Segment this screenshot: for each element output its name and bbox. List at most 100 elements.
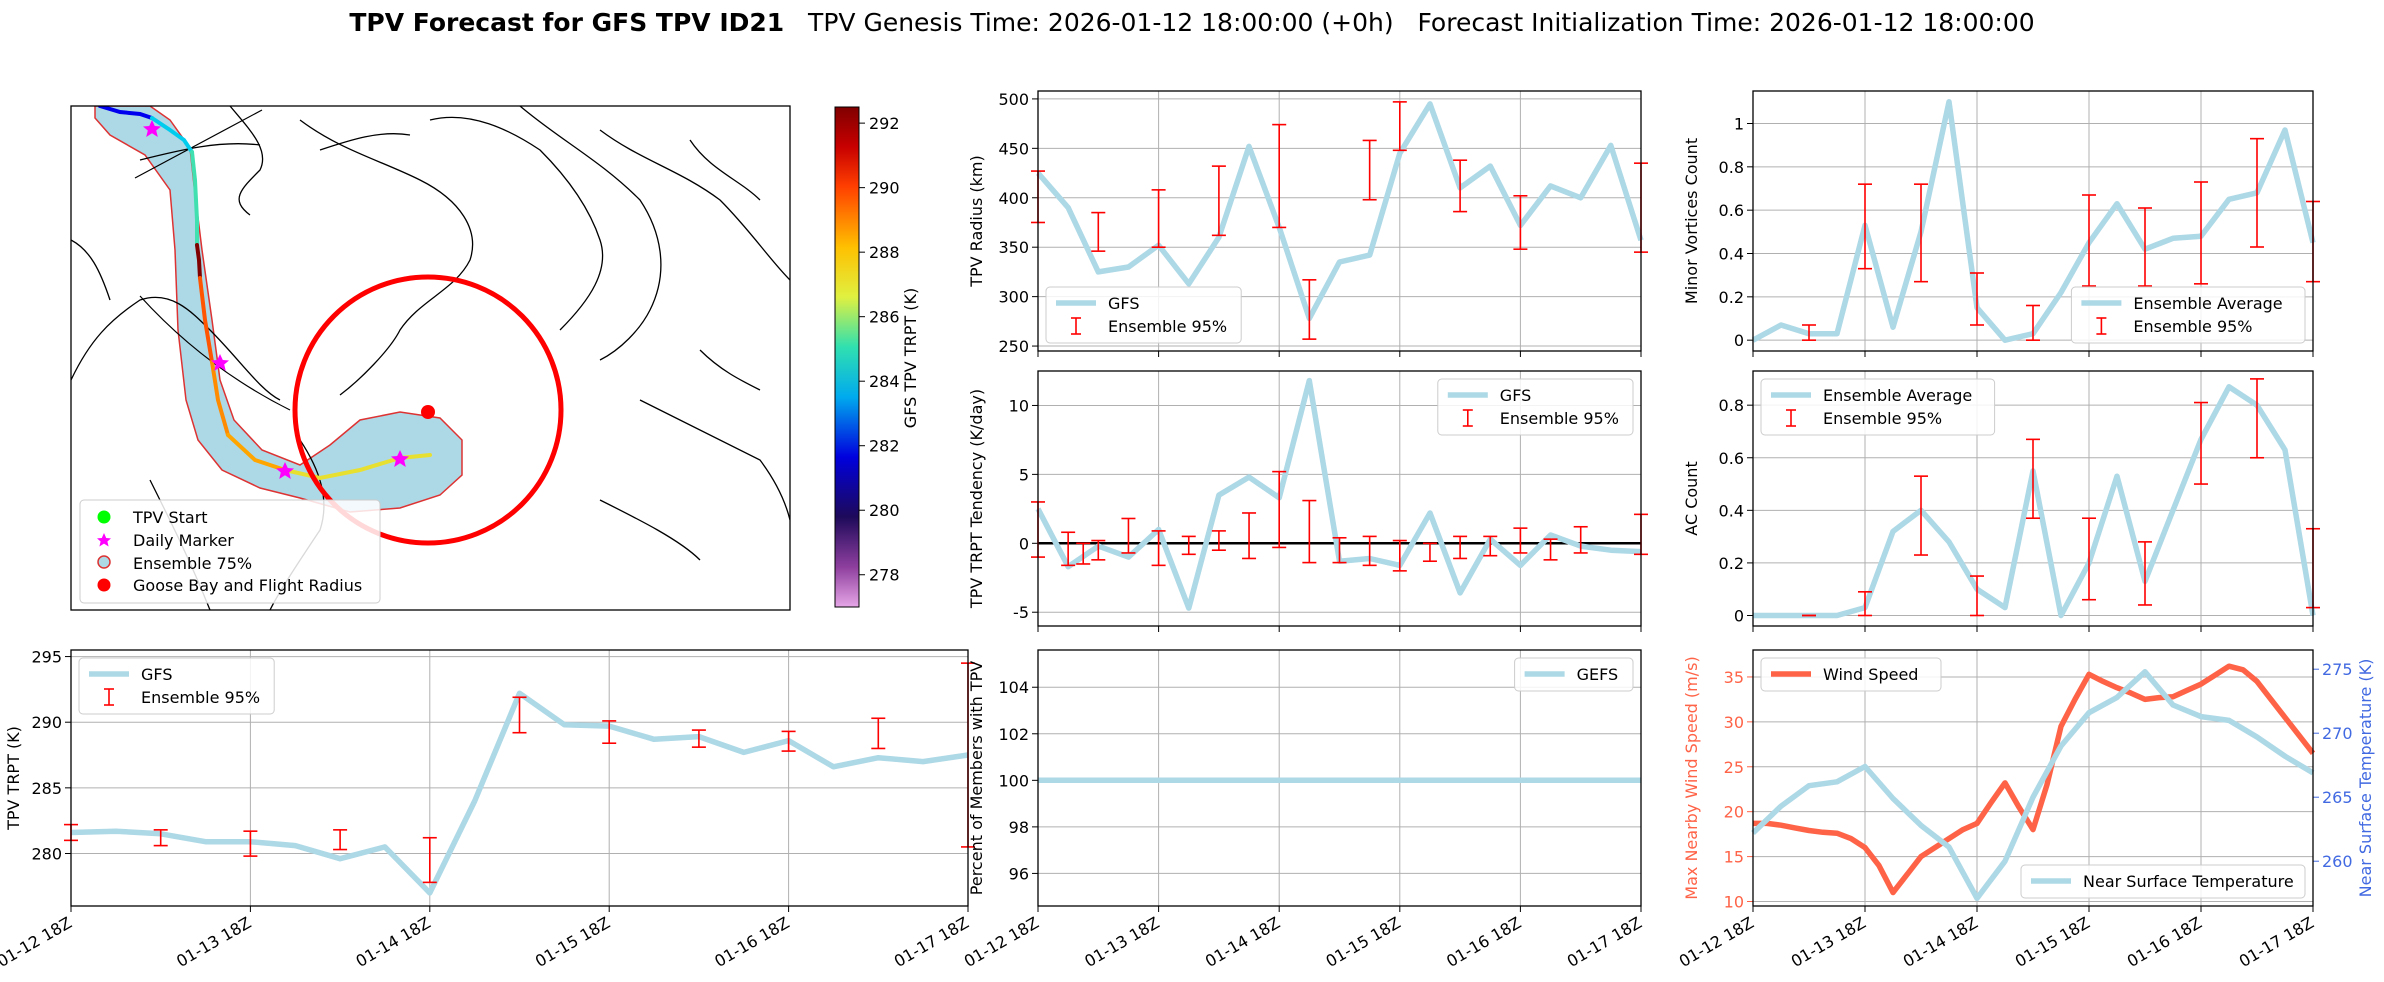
map-content — [71, 106, 790, 610]
map-legend: TPV Start Daily Marker Ensemble 75% Goos… — [79, 499, 381, 604]
daily-marker — [276, 462, 294, 479]
errorbar — [781, 730, 796, 752]
errorbar — [1242, 512, 1257, 560]
errorbar — [1513, 194, 1528, 250]
y-tick-label: 104 — [998, 678, 1029, 697]
y-axis-label: Max Nearby Wind Speed (m/s) — [1682, 656, 1701, 899]
x-tick-label: 01-17 18Z — [891, 913, 972, 971]
series-line-gfs — [70, 690, 969, 896]
errorbar — [512, 696, 527, 734]
legend-label: Ensemble 75% — [133, 554, 252, 573]
y-tick-label: 0.8 — [1719, 396, 1744, 415]
y-axis-label: AC Count — [1682, 461, 1701, 535]
y-axis-label: Minor Vortices Count — [1682, 138, 1701, 304]
y-right-tick-label: 270 — [2322, 724, 2353, 743]
y-tick-label: 15 — [1724, 848, 1744, 867]
errorbar — [2082, 517, 2096, 601]
y-axis-label: TPV TRPT Tendency (K/day) — [967, 389, 986, 609]
x-tick-label: 01-16 18Z — [711, 913, 792, 971]
legend-label: Daily Marker — [133, 531, 234, 550]
errorbar — [1802, 324, 1816, 341]
y-right-tick-label: 260 — [2322, 852, 2353, 871]
errorbar — [1302, 499, 1317, 564]
y-tick-label: 0 — [1734, 331, 1744, 350]
errorbar — [1061, 531, 1076, 567]
legend: GFS Ensemble 95% — [78, 657, 275, 715]
series-line-near-surface-temperature — [1751, 669, 2315, 902]
colorbar-tick-label: 286 — [869, 308, 900, 327]
colorbar-tick-label: 292 — [869, 114, 900, 133]
errorbar — [1453, 159, 1468, 213]
y-tick-label: 5 — [1019, 465, 1029, 484]
y-tick-label: 250 — [998, 337, 1029, 356]
x-tick-label: 01-12 18Z — [0, 913, 75, 971]
x-tick-label: 01-15 18Z — [1323, 913, 1404, 971]
y-axis-label: TPV TRPT (K) — [4, 726, 23, 831]
daily-markers — [143, 120, 409, 479]
colorbar-gradient — [834, 106, 860, 608]
chart-minor: 0 0.2 0.4 0.6 0.8 1 Minor Vortices Count Ensemb… — [1682, 90, 2320, 357]
x-tick-label: 01-16 18Z — [1443, 913, 1524, 971]
x-tick-label: 01-15 18Z — [2012, 913, 2093, 971]
plot-frame — [1752, 370, 2314, 627]
errorbar — [2026, 438, 2040, 520]
colorbar-tick-label: 280 — [869, 501, 900, 520]
errorbar — [1181, 535, 1196, 556]
errorbar — [1272, 470, 1287, 549]
x-tick-label: 01-16 18Z — [2124, 913, 2205, 971]
y-right-tick-label: 275 — [2322, 660, 2353, 679]
title-init: Forecast Initialization Time: 2026-01-12… — [1417, 8, 2035, 37]
colorbar-tick-label: 288 — [869, 243, 900, 262]
errorbar — [1858, 591, 1872, 617]
legend-box — [1760, 378, 1996, 436]
errorbar — [1573, 525, 1588, 554]
daily-marker — [391, 450, 409, 467]
x-tick-label: 01-17 18Z — [2236, 913, 2317, 971]
colorbar-tick-label: 282 — [869, 437, 900, 456]
errorbar — [1362, 535, 1377, 567]
series-line-gfs — [1035, 101, 1644, 322]
y-tick-label: 96 — [1009, 864, 1029, 883]
errorbar — [1858, 183, 1872, 270]
y-tick-label: 0.2 — [1719, 554, 1744, 573]
legend-label: Near Surface Temperature — [2083, 872, 2294, 891]
chart-trpt: 01-12 18Z 01-13 18Z 01-14 18Z 01-15 18Z 01-1… — [0, 648, 975, 971]
y-tick-label: 300 — [998, 288, 1029, 307]
errorbar — [1362, 139, 1377, 201]
errorbar — [2138, 541, 2152, 606]
x-tick-label: 01-15 18Z — [532, 913, 613, 971]
plot-frame — [1037, 90, 1642, 352]
title-genesis: TPV Genesis Time: 2026-01-12 18:00:00 (+… — [808, 8, 1394, 37]
errorbar — [333, 829, 348, 851]
errorbar — [1121, 517, 1136, 554]
y-right-axis-label: Near Surface Temperature (K) — [2356, 659, 2375, 898]
figure-title: TPV Forecast for GFS TPV ID21 TPV Genesi… — [0, 8, 2384, 37]
legend-box — [1514, 657, 1634, 692]
legend-label: Ensemble 95% — [141, 688, 260, 707]
chart-radius: 250 300 350 400 450 500 TPV Radius (km) GFS Ense… — [967, 90, 1648, 357]
errorbar — [2250, 137, 2264, 248]
legend: Wind Speed — [1760, 657, 1942, 692]
errorbar — [1422, 542, 1437, 563]
errorbar — [2194, 401, 2208, 485]
y-tick-label: 500 — [998, 90, 1029, 109]
errorbar — [153, 829, 168, 847]
errorbar — [602, 720, 617, 745]
errorbar — [2082, 194, 2096, 287]
chart-members: 01-12 18Z 01-13 18Z 01-14 18Z 01-15 18Z 01-1… — [961, 649, 1645, 971]
x-tick-label: 01-12 18Z — [961, 913, 1042, 971]
pointer-line — [139, 295, 291, 411]
errorbar — [1483, 535, 1498, 557]
errorbar — [1914, 183, 1928, 283]
legend-label: GFS — [141, 665, 172, 684]
y-tick-label: 285 — [31, 779, 62, 798]
legend: Ensemble Average Ensemble 95% — [2070, 286, 2306, 344]
errorbar — [243, 830, 258, 857]
legend-label: GFS — [1108, 294, 1139, 313]
y-tick-label: 0.2 — [1719, 288, 1744, 307]
y-tick-label: 290 — [31, 713, 62, 732]
plot-frame — [70, 649, 969, 907]
x-tick-label: 01-14 18Z — [1202, 913, 1283, 971]
y-tick-label: 400 — [998, 189, 1029, 208]
